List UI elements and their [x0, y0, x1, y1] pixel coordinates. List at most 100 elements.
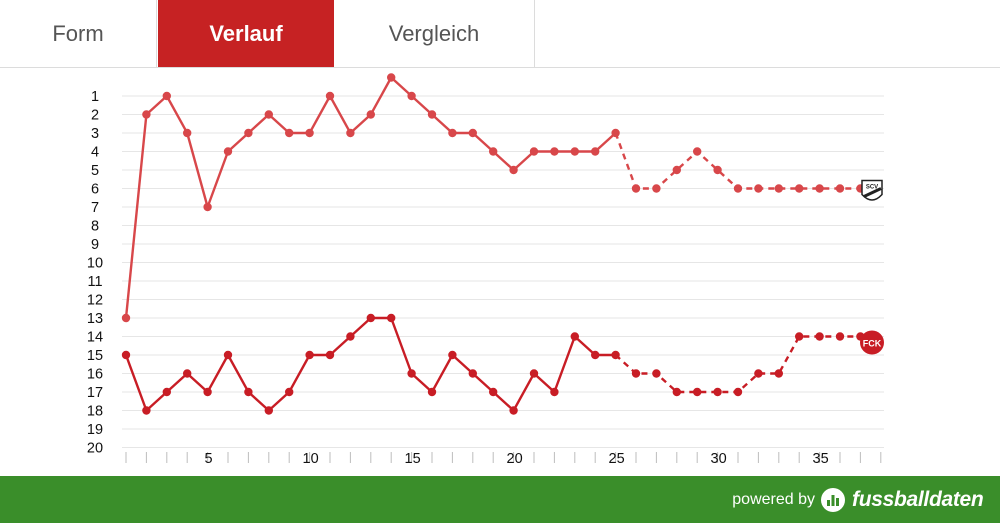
data-point — [346, 128, 355, 138]
data-point — [591, 147, 600, 156]
data-point — [468, 369, 477, 378]
data-point — [407, 91, 416, 101]
x-tick-label: 35 — [813, 451, 829, 467]
y-tick-label: 13 — [87, 311, 103, 327]
y-tick-label: 3 — [91, 126, 99, 142]
y-tick-label: 6 — [91, 182, 99, 198]
tab-vergleich[interactable]: Vergleich — [334, 0, 535, 67]
y-tick-label: 14 — [87, 330, 103, 346]
data-point — [468, 128, 477, 138]
data-point — [325, 350, 335, 360]
y-tick-label: 5 — [91, 163, 99, 179]
data-point — [774, 369, 783, 378]
data-point — [183, 369, 192, 378]
data-point — [223, 147, 233, 156]
data-point — [754, 184, 763, 193]
data-point — [489, 147, 498, 156]
data-point — [162, 91, 171, 101]
data-point — [346, 332, 355, 341]
y-tick-label: 8 — [91, 219, 99, 235]
x-tick-label: 10 — [303, 451, 319, 467]
data-point — [591, 350, 600, 360]
series-line-played — [124, 316, 616, 412]
data-point — [672, 387, 681, 397]
data-point — [244, 387, 253, 397]
powered-by-label: powered by — [732, 491, 815, 508]
tab-verlauf[interactable]: Verlauf — [158, 0, 334, 67]
tab-form[interactable]: Form — [0, 0, 157, 67]
team-crest-fck-icon — [860, 330, 884, 355]
tab-bar: Form Verlauf Vergleich — [0, 0, 1000, 68]
data-point — [285, 128, 294, 138]
data-point — [305, 128, 314, 138]
data-point — [448, 350, 457, 360]
brand-link[interactable]: fussballdaten — [820, 476, 984, 523]
data-point — [183, 128, 192, 138]
y-tick-label: 15 — [87, 348, 103, 364]
y-tick-label: 18 — [87, 404, 103, 420]
data-point — [733, 387, 743, 397]
x-tick-label: 5 — [205, 451, 213, 467]
data-point — [366, 313, 375, 323]
data-point — [631, 369, 641, 378]
y-tick-label: 9 — [91, 237, 99, 253]
series-line-remaining — [614, 335, 861, 394]
data-point — [631, 184, 641, 193]
data-point — [142, 406, 151, 415]
series-line-remaining — [614, 132, 861, 190]
footer-bar: powered by fussballdaten — [0, 476, 1000, 523]
data-point — [366, 110, 375, 119]
data-point — [427, 387, 437, 397]
data-point — [121, 350, 131, 360]
data-point — [550, 387, 559, 397]
data-point — [264, 110, 273, 119]
data-point — [713, 165, 722, 175]
brand-name: fussballdaten — [852, 487, 984, 511]
data-point — [285, 387, 294, 397]
y-tick-label: 1 — [91, 89, 99, 105]
y-tick-label: 20 — [87, 441, 103, 457]
y-tick-label: 4 — [91, 145, 99, 161]
x-tick-label: 30 — [711, 451, 727, 467]
data-point — [387, 73, 396, 82]
data-point — [325, 91, 335, 101]
data-point — [489, 387, 498, 397]
y-tick-label: 17 — [87, 385, 103, 401]
data-point — [795, 184, 804, 193]
data-point — [407, 369, 416, 378]
data-point — [672, 165, 681, 175]
data-point — [305, 350, 314, 360]
data-point — [693, 147, 702, 156]
data-point — [774, 184, 783, 193]
data-point — [795, 332, 804, 341]
data-point — [244, 128, 253, 138]
data-point — [652, 184, 661, 193]
data-point — [121, 313, 131, 323]
x-tick-label: 20 — [507, 451, 523, 467]
data-point — [733, 184, 743, 193]
data-point — [550, 147, 559, 156]
data-point — [529, 369, 539, 378]
data-point — [162, 387, 171, 397]
data-point — [652, 369, 661, 378]
data-point — [203, 387, 212, 397]
y-tick-label: 11 — [87, 274, 102, 290]
team-crest-verl-text: SCV — [866, 185, 878, 191]
data-point — [509, 165, 518, 175]
data-point — [713, 387, 722, 397]
data-point — [693, 387, 702, 397]
team-crest-fck-text: FCK — [863, 339, 882, 349]
data-point — [448, 128, 457, 138]
data-point — [529, 147, 539, 156]
data-point — [427, 110, 437, 119]
y-tick-label: 12 — [87, 293, 103, 309]
data-point — [570, 332, 579, 341]
data-point — [835, 184, 845, 193]
data-point — [815, 332, 824, 341]
y-tick-label: 7 — [91, 200, 99, 216]
data-point — [203, 202, 212, 212]
x-tick-label: 25 — [609, 451, 625, 467]
y-tick-label: 2 — [91, 108, 99, 124]
data-point — [509, 406, 518, 415]
